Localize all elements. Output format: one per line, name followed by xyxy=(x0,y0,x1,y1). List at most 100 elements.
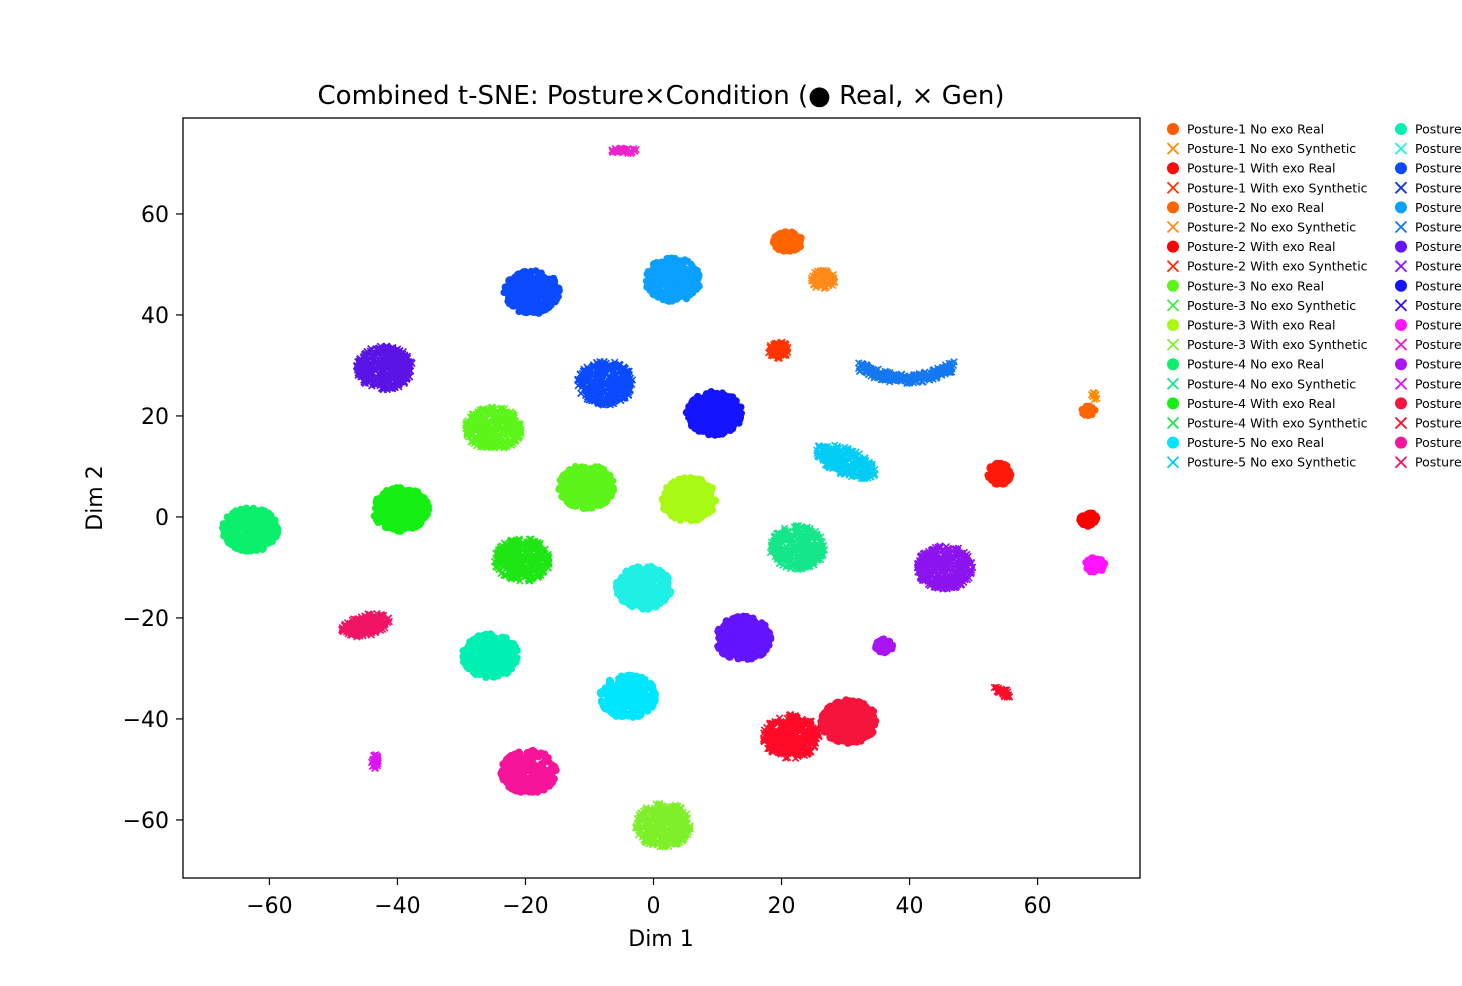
scatter-point xyxy=(513,279,521,287)
scatter-point xyxy=(263,513,271,521)
scatter-point xyxy=(792,240,800,248)
scatter-point xyxy=(712,428,721,436)
scatter-point xyxy=(686,283,694,291)
scatter-point xyxy=(710,403,719,411)
scatter-point xyxy=(602,475,610,483)
scatter-point xyxy=(808,272,817,280)
scatter-point xyxy=(609,477,617,485)
scatter-point xyxy=(701,490,710,498)
scatter-point xyxy=(542,277,551,285)
scatter-point xyxy=(233,521,241,529)
scatter-point xyxy=(702,406,710,414)
chart-title: Combined t-SNE: Posture×Condition (● Rea… xyxy=(318,81,1005,111)
scatter-point xyxy=(687,271,695,279)
scatter-point xyxy=(656,285,664,293)
scatter-point xyxy=(649,290,657,298)
scatter-cluster xyxy=(219,504,282,555)
scatter-point xyxy=(398,520,406,529)
scatter-point xyxy=(1079,513,1087,521)
scatter-point xyxy=(227,540,235,549)
scatter-point xyxy=(423,498,431,506)
scatter-point xyxy=(578,474,587,482)
scatter-point xyxy=(596,501,605,509)
scatter-point xyxy=(1090,515,1098,524)
scatter-cluster xyxy=(608,144,640,158)
scatter-point xyxy=(726,423,734,431)
scatter-point xyxy=(568,501,576,509)
scatter-point xyxy=(237,539,245,548)
plot-area xyxy=(219,144,1109,851)
scatter-point xyxy=(393,484,401,492)
scatter-point xyxy=(823,269,831,277)
scatter-point xyxy=(712,497,720,505)
scatter-point xyxy=(580,495,588,503)
scatter-point xyxy=(723,397,732,406)
scatter-cluster xyxy=(490,535,553,585)
scatter-point xyxy=(574,490,582,498)
scatter-point xyxy=(671,507,679,515)
scatter-cluster xyxy=(574,357,637,409)
scatter-point xyxy=(624,145,632,153)
scatter-cluster xyxy=(353,342,416,394)
scatter-point xyxy=(247,537,256,546)
scatter-point xyxy=(693,273,701,281)
scatter-point xyxy=(505,276,513,285)
scatter-point xyxy=(424,506,432,514)
scatter-point xyxy=(552,283,560,291)
scatter-point xyxy=(683,475,692,483)
scatter-point xyxy=(665,279,673,287)
scatter-point xyxy=(649,265,657,274)
scatter-point xyxy=(532,295,540,303)
scatter-cluster xyxy=(766,521,829,573)
scatter-point xyxy=(401,503,409,511)
scatter-point xyxy=(684,277,692,285)
scatter-cluster xyxy=(807,266,839,293)
scatter-point xyxy=(414,488,422,496)
scatter-point xyxy=(503,283,511,291)
scatter-point xyxy=(657,258,666,266)
scatter-point xyxy=(1079,520,1087,529)
scatter-point xyxy=(691,424,699,432)
scatter-cluster xyxy=(1087,388,1101,404)
scatter-cluster xyxy=(1076,509,1101,530)
scatter-point xyxy=(251,514,259,522)
y-axis-label: Dim 2 xyxy=(83,465,108,530)
scatter-point xyxy=(236,513,244,521)
scatter-cluster xyxy=(769,228,805,255)
scatter-point xyxy=(683,408,691,416)
scatter-point xyxy=(631,147,639,155)
scatter-point xyxy=(999,473,1007,482)
scatter-point xyxy=(676,514,685,522)
scatter-point xyxy=(617,145,625,154)
scatter-point xyxy=(220,521,228,529)
scatter-point xyxy=(996,461,1004,469)
scatter-cluster xyxy=(658,474,720,525)
x-axis-label: Dim 1 xyxy=(628,927,693,952)
scatter-point xyxy=(611,147,619,156)
scatter-cluster xyxy=(370,484,432,535)
scatter-point xyxy=(679,263,687,271)
scatter-point xyxy=(558,482,566,490)
scatter-point xyxy=(1088,409,1096,417)
scatter-point xyxy=(601,488,609,496)
scatter-point xyxy=(238,532,247,541)
scatter-point xyxy=(595,468,603,476)
scatter-point xyxy=(542,306,550,314)
scatter-point xyxy=(779,236,787,244)
scatter-cluster xyxy=(555,462,618,512)
scatter-point xyxy=(717,406,725,414)
scatter-point xyxy=(608,483,616,491)
scatter-point xyxy=(686,291,694,299)
scatter-point xyxy=(383,495,391,503)
scatter-point xyxy=(693,267,702,275)
scatter-point xyxy=(589,464,597,473)
scatter-point xyxy=(1002,466,1011,474)
scatter-point xyxy=(673,491,682,499)
scatter-point xyxy=(254,541,262,549)
scatter-point xyxy=(695,282,703,290)
scatter-point xyxy=(532,285,541,293)
scatter-point xyxy=(594,490,603,498)
scatter-point xyxy=(686,491,694,499)
scatter-point xyxy=(774,231,782,239)
